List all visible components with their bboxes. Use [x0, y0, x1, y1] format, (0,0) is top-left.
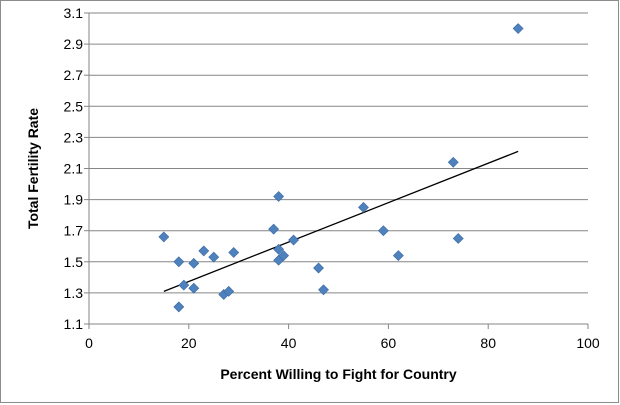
y-axis-ticks: 1.1 1.3 1.5 1.7 1.9 2.1 2.3 2.5 2.7 2.9 3.1 [64, 5, 84, 332]
data-point [228, 247, 240, 258]
data-point [198, 245, 210, 257]
y-tick-label: 2.1 [64, 161, 84, 177]
data-point [318, 284, 329, 296]
x-tick-label: 60 [381, 335, 397, 351]
y-tick-label: 2.7 [64, 67, 84, 83]
data-point [313, 262, 324, 274]
y-tick-label: 2.5 [64, 98, 84, 114]
x-tick-label: 20 [181, 335, 197, 351]
axes [84, 12, 589, 329]
y-tick-label: 2.3 [64, 129, 84, 145]
data-point [273, 243, 285, 255]
data-point [173, 256, 185, 268]
y-axis-label: Total Fertility Rate [25, 108, 41, 229]
data-point [208, 251, 220, 263]
data-point [512, 23, 524, 34]
y-tick-label: 1.9 [64, 192, 84, 208]
data-points [158, 23, 524, 313]
data-point [158, 231, 170, 243]
data-point [358, 201, 369, 213]
data-point [288, 234, 300, 246]
y-tick-label: 1.7 [64, 223, 84, 239]
y-tick-label: 1.5 [64, 254, 84, 270]
x-tick-label: 80 [480, 335, 496, 351]
data-point [178, 279, 190, 291]
data-point [392, 250, 404, 262]
x-tick-label: 0 [85, 335, 93, 351]
data-point [447, 156, 459, 168]
data-point [278, 250, 290, 262]
trendline-group [163, 150, 519, 292]
x-tick-label: 100 [576, 335, 600, 351]
data-point [268, 223, 280, 235]
data-point [188, 282, 200, 294]
data-point [223, 285, 235, 297]
y-tick-label: 2.9 [64, 36, 84, 52]
data-point [273, 191, 285, 202]
x-tick-label: 40 [281, 335, 297, 351]
data-point [452, 233, 464, 244]
y-tick-label: 1.3 [64, 285, 84, 301]
gridlines [89, 12, 588, 294]
y-tick-label: 1.1 [64, 316, 84, 332]
x-axis-ticks: 0 20 40 60 80 100 [85, 335, 600, 351]
data-point [188, 257, 200, 269]
trendline [163, 150, 519, 292]
data-point [377, 225, 389, 237]
data-point [173, 301, 185, 313]
y-tick-label: 3.1 [64, 5, 84, 21]
x-axis-label: Percent Willing to Fight for Country [220, 366, 457, 382]
